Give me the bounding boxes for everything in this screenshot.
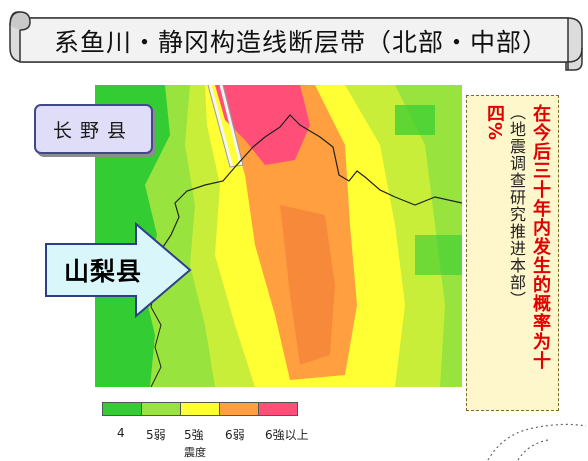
legend-label: 6強以上 — [265, 428, 309, 442]
legend-swatch-4 — [102, 402, 142, 416]
legend-labels: 4 5弱 5強 6弱 6強以上 — [0, 426, 588, 444]
legend-swatch-6-upper-plus — [258, 402, 298, 416]
legend-title: 震度 — [184, 446, 206, 459]
legend-swatch-6-lower — [219, 402, 259, 416]
legend-label: 6弱 — [225, 428, 245, 442]
title-banner: 系鱼川・静冈构造线断层带（北部・中部） — [6, 4, 584, 76]
legend-label: 4 — [117, 426, 125, 440]
seismic-intensity-map — [95, 85, 462, 387]
yamanashi-prefecture-label: 山梨县 — [63, 257, 142, 286]
nagano-label-text: 长野县 — [52, 119, 134, 142]
legend-swatch-5-lower — [141, 402, 181, 416]
legend-swatch-5-upper — [180, 402, 220, 416]
yamanashi-arrow-icon — [45, 222, 192, 318]
page-title: 系鱼川・静冈构造线断层带（北部・中部） — [53, 28, 548, 57]
scroll-banner-shape — [9, 11, 583, 71]
nagano-prefecture-label: 长野县 — [34, 104, 153, 154]
decorative-curl-icon — [487, 423, 587, 461]
probability-main-text-continued: 四% — [484, 104, 505, 141]
probability-box: 在今后三十年内发生的概率为十 （地震调查研究推进本部） 四% — [466, 95, 559, 411]
probability-main-text: 在今后三十年内发生的概率为十 — [530, 104, 551, 370]
legend-label: 5弱 — [146, 428, 166, 442]
intensity-legend — [102, 402, 302, 416]
legend-label: 5強 — [184, 428, 204, 442]
probability-source-note: （地震调查研究推进本部） — [507, 104, 526, 308]
